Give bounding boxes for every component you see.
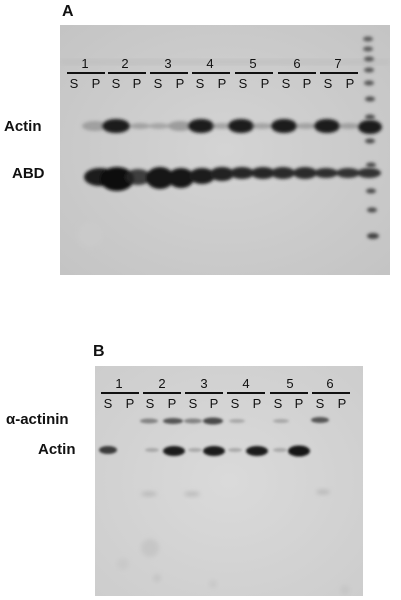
panel-a-lane-number: 5 — [249, 57, 256, 70]
panel-b-p-label: P — [253, 397, 262, 410]
panel-a-lane-number: 2 — [121, 57, 128, 70]
panel-b-letter: B — [93, 343, 105, 361]
panel-a-lane-bar — [108, 72, 146, 74]
panel-a-abd-label: ABD — [12, 166, 45, 181]
panel-a-s-label: S — [112, 77, 121, 90]
panel-a-s-label: S — [154, 77, 163, 90]
panel-a-lane-number: 4 — [206, 57, 213, 70]
panel-b-lane-number: 4 — [242, 377, 249, 390]
panel-b-lane-bar — [270, 392, 308, 394]
panel-b-p-label: P — [338, 397, 347, 410]
panel-a-lane-number: 6 — [293, 57, 300, 70]
panel-a-s-label: S — [282, 77, 291, 90]
panel-b-lane-number: 5 — [286, 377, 293, 390]
panel-b-p-label: P — [168, 397, 177, 410]
panel-a-p-label: P — [218, 77, 227, 90]
panel-b-lane-bar — [227, 392, 265, 394]
panel-b-lane-bar — [101, 392, 139, 394]
panel-a-p-label: P — [92, 77, 101, 90]
panel-a-lane-bar — [150, 72, 188, 74]
panel-a-lane-bar — [278, 72, 316, 74]
panel-b-lane-bar — [312, 392, 350, 394]
panel-a-p-label: P — [133, 77, 142, 90]
panel-b-s-label: S — [231, 397, 240, 410]
panel-b-p-label: P — [126, 397, 135, 410]
panel-a-p-label: P — [346, 77, 355, 90]
panel-b-lane-number: 3 — [200, 377, 207, 390]
panel-a-p-label: P — [176, 77, 185, 90]
panel-a-actin-label: Actin — [4, 119, 42, 134]
panel-a-p-label: P — [303, 77, 312, 90]
panel-b-lane-number: 1 — [115, 377, 122, 390]
panel-a-lane-number: 7 — [334, 57, 341, 70]
panel-a-lane-bar — [235, 72, 273, 74]
panel-a-s-label: S — [70, 77, 79, 90]
panel-b-s-label: S — [189, 397, 198, 410]
panel-a-s-label: S — [239, 77, 248, 90]
panel-a-lane-bar — [320, 72, 358, 74]
panel-b-alpha-actinin-label: α-actinin — [6, 412, 69, 427]
panel-b-lane-bar — [185, 392, 223, 394]
panel-b-s-label: S — [146, 397, 155, 410]
panel-a-lane-bar — [67, 72, 105, 74]
panel-b-p-label: P — [210, 397, 219, 410]
panel-a-lane-number: 3 — [164, 57, 171, 70]
panel-b-lane-number: 2 — [158, 377, 165, 390]
panel-a-lane-bar — [192, 72, 230, 74]
panel-b-lane-number: 6 — [326, 377, 333, 390]
panel-b-p-label: P — [295, 397, 304, 410]
panel-a-lane-number: 1 — [81, 57, 88, 70]
panel-b-lane-bar — [143, 392, 181, 394]
panel-a-s-label: S — [324, 77, 333, 90]
panel-b-s-label: S — [104, 397, 113, 410]
panel-a-letter: A — [62, 3, 74, 21]
panel-a-s-label: S — [196, 77, 205, 90]
panel-b-s-label: S — [316, 397, 325, 410]
panel-b-s-label: S — [274, 397, 283, 410]
panel-b-actin-label: Actin — [38, 442, 76, 457]
panel-a-p-label: P — [261, 77, 270, 90]
